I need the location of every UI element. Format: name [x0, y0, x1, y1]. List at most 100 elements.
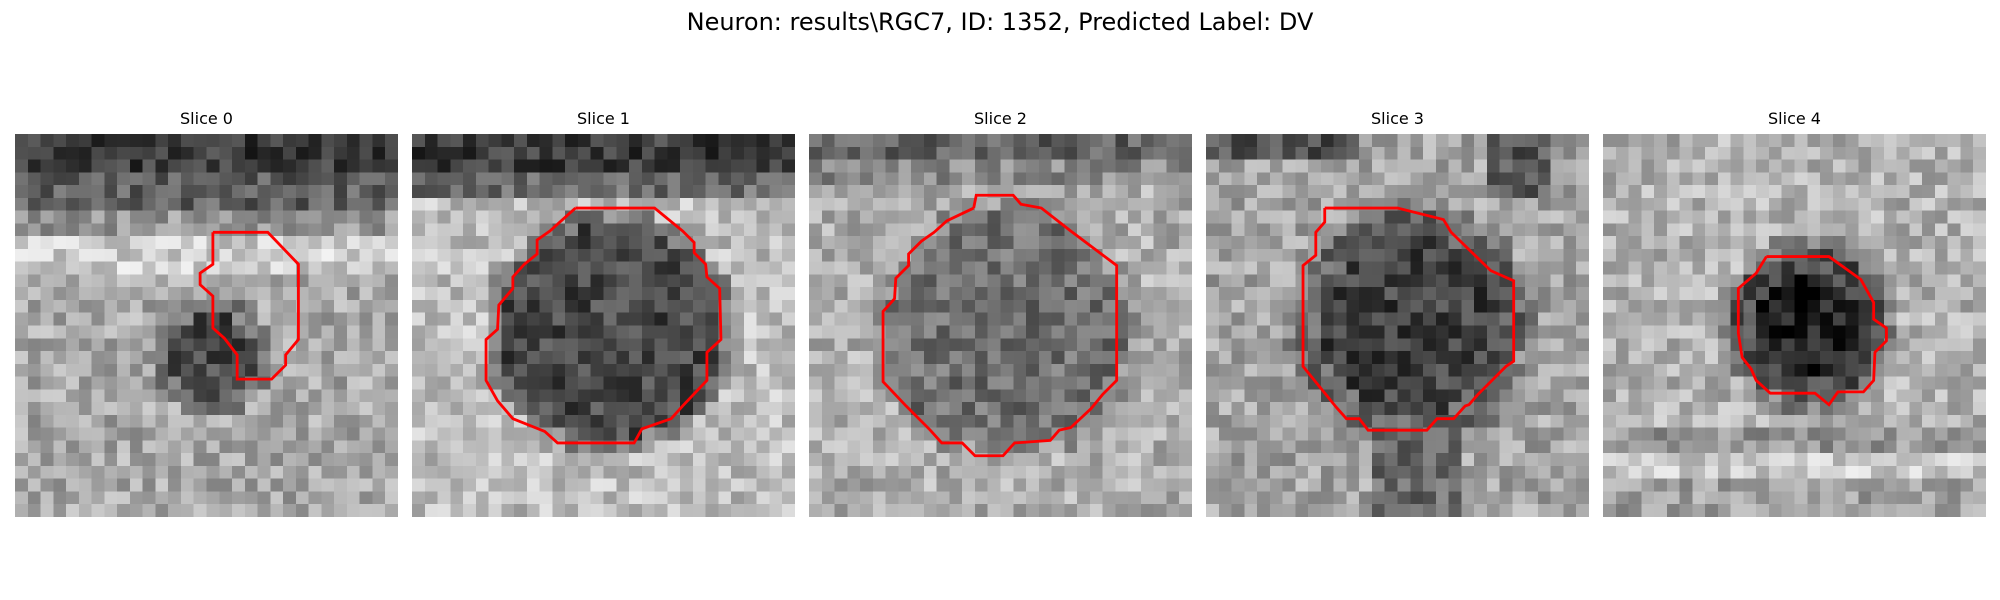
pixel [514, 363, 528, 377]
pixel [1922, 172, 1936, 186]
pixel [1089, 338, 1103, 352]
pixel [1641, 427, 1655, 441]
pixel [53, 223, 67, 237]
pixel [1666, 325, 1680, 339]
pixel [1705, 172, 1719, 186]
pixel [1615, 465, 1629, 479]
pixel [1371, 440, 1385, 454]
pixel [616, 478, 630, 492]
pixel [1781, 261, 1795, 275]
pixel [295, 351, 309, 365]
pixel [667, 363, 681, 377]
pixel [1269, 453, 1283, 467]
pixel [1077, 197, 1091, 211]
pixel [962, 414, 976, 428]
pixel [1705, 478, 1719, 492]
pixel [78, 274, 92, 288]
pixel [1550, 287, 1564, 301]
pixel [475, 185, 489, 199]
pixel [731, 325, 745, 339]
pixel [1794, 363, 1808, 377]
pixel [91, 287, 105, 301]
pixel [680, 159, 694, 173]
pixel [193, 338, 207, 352]
pixel [1308, 504, 1322, 517]
pixel [1794, 223, 1808, 237]
pixel [385, 389, 398, 403]
pixel [1115, 440, 1129, 454]
pixel [705, 312, 719, 326]
pixel [321, 402, 335, 416]
pixel [1820, 376, 1834, 390]
pixel [1845, 134, 1859, 148]
pixel [629, 312, 643, 326]
pixel [1499, 248, 1513, 262]
pixel [987, 504, 1001, 517]
pixel [488, 363, 502, 377]
pixel [27, 312, 41, 326]
pixel [1603, 504, 1617, 517]
pixel [539, 491, 553, 505]
pixel [616, 210, 630, 224]
pixel [629, 414, 643, 428]
pixel [1244, 172, 1258, 186]
pixel [1603, 197, 1617, 211]
pixel [463, 159, 477, 173]
pixel [142, 465, 156, 479]
pixel [1051, 376, 1065, 390]
pixel [1730, 453, 1744, 467]
pixel [1218, 146, 1232, 160]
pixel [1089, 146, 1103, 160]
pixel [1371, 465, 1385, 479]
pixel [1257, 210, 1271, 224]
pixel [974, 363, 988, 377]
pixel [1179, 134, 1192, 148]
pixel [117, 338, 131, 352]
pixel [257, 197, 271, 211]
pixel [769, 197, 783, 211]
pixel [756, 478, 770, 492]
pixel [809, 299, 823, 313]
pixel [372, 338, 386, 352]
pixel [1218, 197, 1232, 211]
pixel [424, 453, 438, 467]
pixel [692, 159, 706, 173]
pixel [1768, 491, 1782, 505]
pixel [1960, 402, 1974, 416]
pixel [1768, 338, 1782, 352]
pixel [629, 210, 643, 224]
pixel [539, 440, 553, 454]
pixel [1231, 389, 1245, 403]
pixel [155, 376, 169, 390]
pixel [705, 376, 719, 390]
pixel [1000, 172, 1014, 186]
pixel [1064, 491, 1078, 505]
pixel [104, 299, 118, 313]
pixel [283, 389, 297, 403]
pixel [1282, 185, 1296, 199]
pixel [1308, 223, 1322, 237]
pixel [847, 440, 861, 454]
pixel [1730, 159, 1744, 173]
pixel [1179, 504, 1192, 517]
pixel [168, 299, 182, 313]
pixel [911, 146, 925, 160]
pixel [1166, 223, 1180, 237]
pixel [1512, 146, 1526, 160]
pixel [295, 236, 309, 250]
pixel [1934, 325, 1948, 339]
pixel [590, 465, 604, 479]
pixel [974, 325, 988, 339]
pixel [756, 338, 770, 352]
pixel [1654, 210, 1668, 224]
pixel [1461, 363, 1475, 377]
pixel [1794, 414, 1808, 428]
pixel [885, 261, 899, 275]
pixel [692, 325, 706, 339]
pixel [1128, 172, 1142, 186]
pixel [936, 274, 950, 288]
pixel [437, 312, 451, 326]
pixel [1308, 389, 1322, 403]
pixel [219, 172, 233, 186]
pixel [1576, 223, 1589, 237]
